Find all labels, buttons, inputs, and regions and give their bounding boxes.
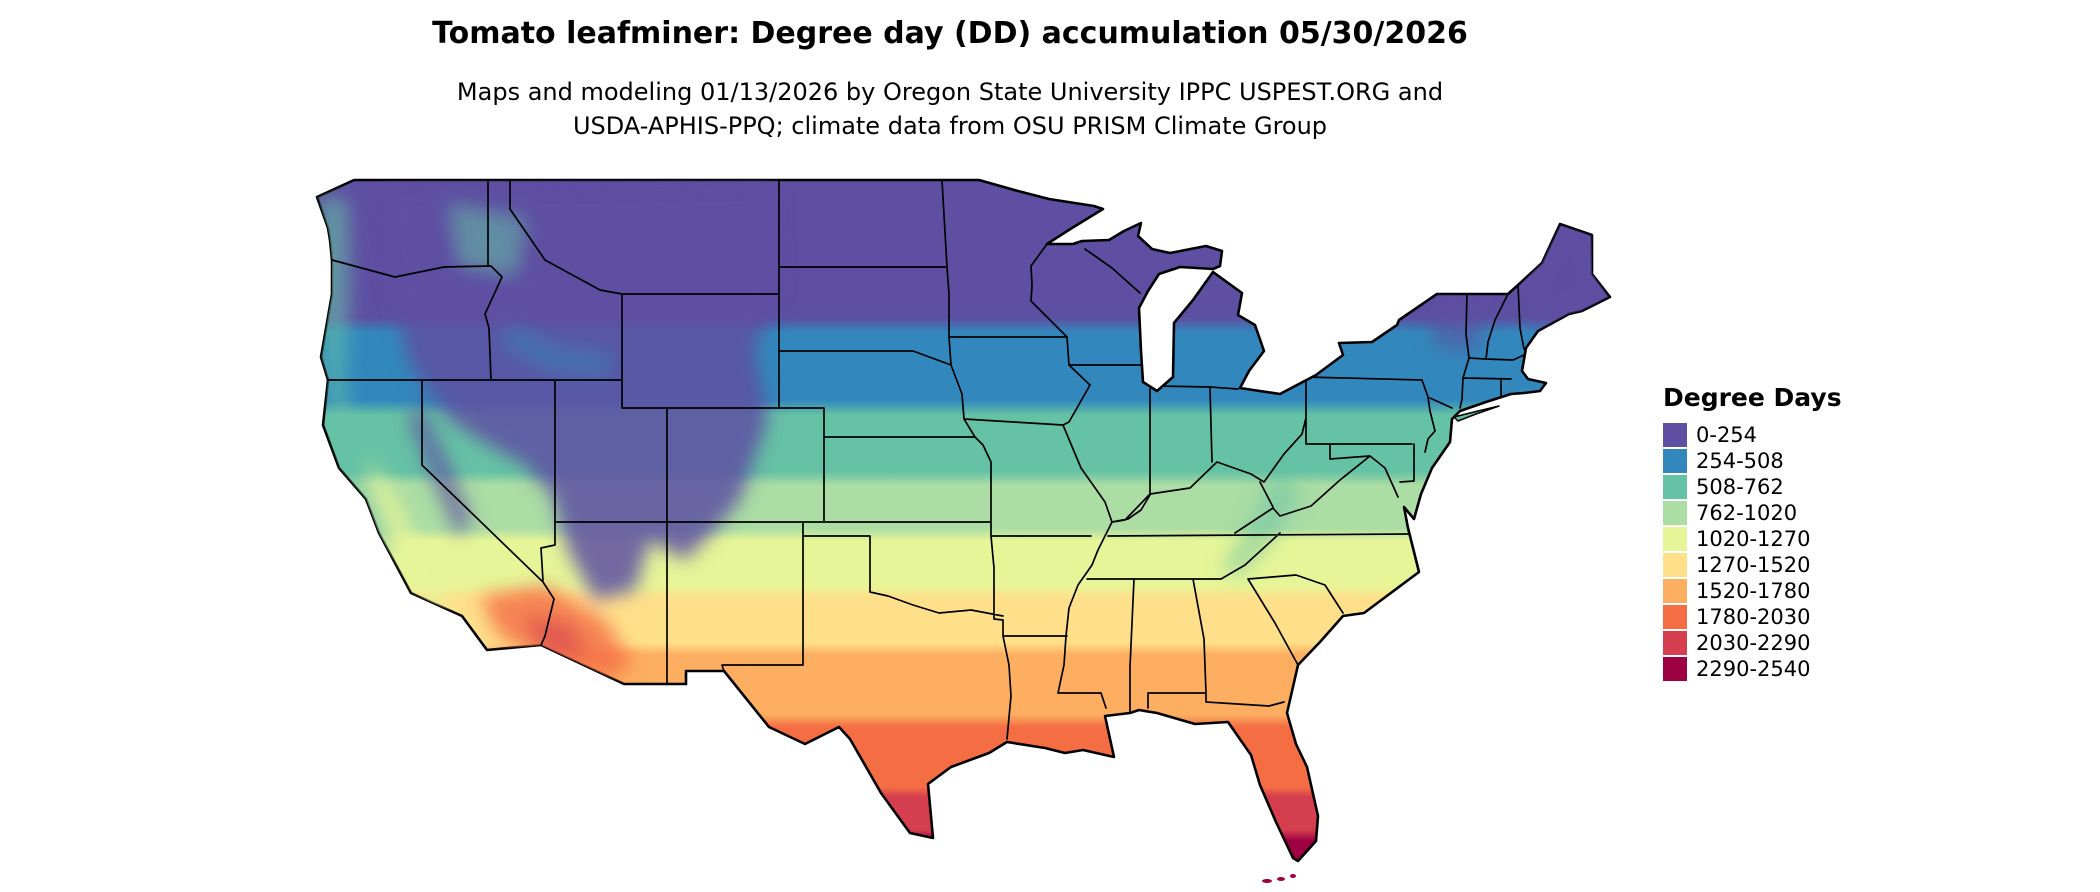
- legend-label: 0-254: [1696, 423, 1758, 447]
- subtitle-line-2: USDA-APHIS-PPQ; climate data from OSU PR…: [572, 112, 1328, 140]
- legend-label: 2290-2540: [1696, 657, 1811, 681]
- legend-label: 508-762: [1696, 475, 1784, 499]
- legend-label: 1020-1270: [1696, 527, 1811, 551]
- overlay-mountain-west-cool: [380, 185, 778, 600]
- legend-swatch: [1663, 579, 1687, 603]
- legend-title: Degree Days: [1663, 383, 1842, 412]
- long-island: [1453, 405, 1500, 422]
- legend-entry: 1520-1780: [1663, 578, 1842, 604]
- legend-entry: 0-254: [1663, 422, 1842, 448]
- legend-swatch: [1663, 553, 1687, 577]
- legend-entry: 762-1020: [1663, 500, 1842, 526]
- legend-entry: 508-762: [1663, 474, 1842, 500]
- legend-swatch: [1663, 527, 1687, 551]
- figure-header: Tomato leafminer: Degree day (DD) accumu…: [280, 16, 1620, 143]
- subtitle-line-1: Maps and modeling 01/13/2026 by Oregon S…: [456, 78, 1444, 106]
- us-degree-day-map: [300, 165, 1630, 890]
- overlay-pacific-coast-mild: [317, 195, 395, 555]
- legend-swatch: [1663, 605, 1687, 629]
- legend-label: 2030-2290: [1696, 631, 1811, 655]
- legend-label: 254-508: [1696, 449, 1784, 473]
- legend-entry: 254-508: [1663, 448, 1842, 474]
- legend-label: 762-1020: [1696, 501, 1798, 525]
- legend-entry: 1780-2030: [1663, 604, 1842, 630]
- page-title: Tomato leafminer: Degree day (DD) accumu…: [432, 16, 1468, 51]
- overlay-central-valley-warm: [370, 460, 450, 613]
- state-borders: [327, 180, 1525, 740]
- us-map-svg: [315, 178, 1612, 883]
- degree-days-legend: Degree Days 0-254 254-508 508-762 762-10…: [1663, 383, 1842, 682]
- legend-label: 1780-2030: [1696, 605, 1811, 629]
- legend-swatch: [1663, 631, 1687, 655]
- overlay-adirondacks-cool: [1430, 303, 1485, 351]
- legend-swatch: [1663, 449, 1687, 473]
- legend-entry: 2030-2290: [1663, 630, 1842, 656]
- legend-swatch: [1663, 501, 1687, 525]
- florida-keys: [1262, 874, 1296, 883]
- legend-label: 1270-1520: [1696, 553, 1811, 577]
- overlay-appalachians-cool: [1222, 465, 1302, 577]
- legend-swatch: [1663, 423, 1687, 447]
- legend-label: 1520-1780: [1696, 579, 1811, 603]
- legend-entry: 1270-1520: [1663, 552, 1842, 578]
- overlay-sierra-nevada-cool: [408, 403, 472, 537]
- legend-entry: 2290-2540: [1663, 656, 1842, 682]
- legend-swatch: [1663, 475, 1687, 499]
- overlay-snake-river-plain: [505, 325, 610, 375]
- legend-entry: 1020-1270: [1663, 526, 1842, 552]
- map-subtitle: Maps and modeling 01/13/2026 by Oregon S…: [280, 75, 1620, 143]
- legend-swatch: [1663, 657, 1687, 681]
